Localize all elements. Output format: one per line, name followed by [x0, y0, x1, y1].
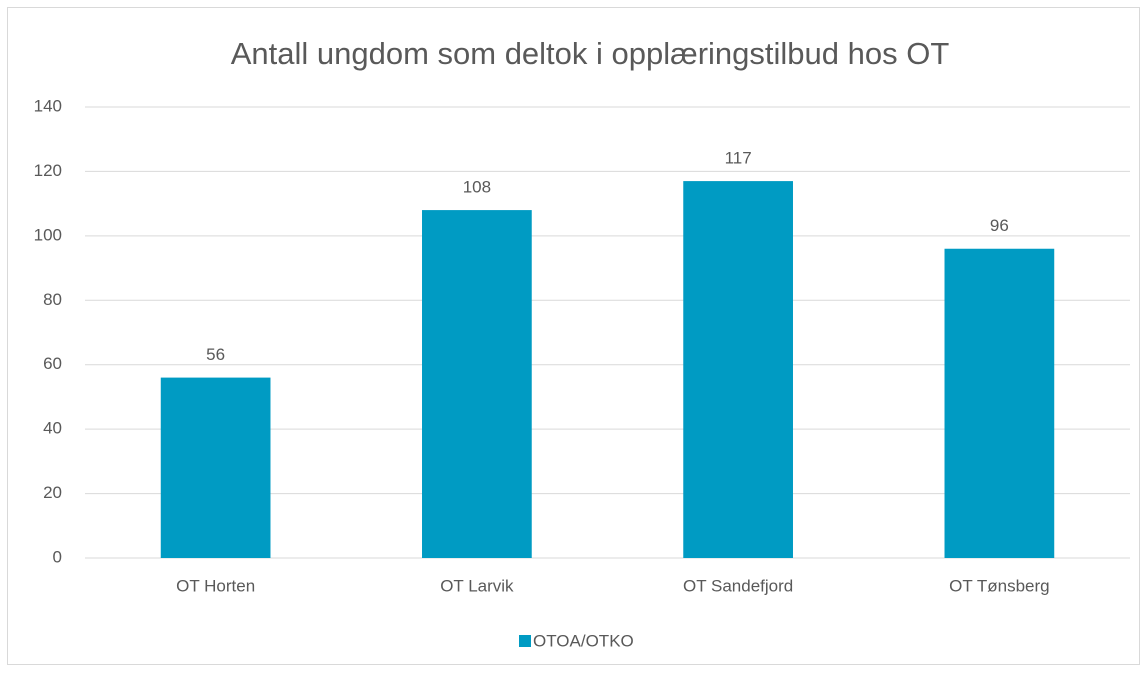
y-tick-label: 100 [34, 225, 62, 244]
legend-label: OTOA/OTKO [533, 631, 634, 650]
data-label: 117 [725, 149, 752, 168]
y-tick-label: 80 [43, 290, 62, 309]
y-tick-label: 120 [34, 161, 62, 180]
y-tick-label: 60 [43, 354, 62, 373]
y-tick-label: 20 [43, 483, 62, 502]
y-tick-label: 40 [43, 419, 62, 438]
bar [160, 377, 271, 558]
legend-swatch [519, 635, 531, 647]
data-label: 96 [990, 216, 1009, 235]
bar [683, 181, 793, 559]
x-tick-label: OT Tønsberg [949, 576, 1049, 595]
x-tick-label: OT Larvik [440, 576, 514, 595]
bar [944, 248, 1055, 558]
bar [422, 210, 532, 559]
y-tick-label: 140 [34, 96, 62, 115]
chart-title: Antall ungdom som deltok i opplæringstil… [231, 36, 950, 71]
data-label: 108 [463, 178, 491, 197]
x-tick-label: OT Sandefjord [683, 576, 793, 595]
data-label: 56 [206, 345, 225, 364]
y-tick-label: 0 [53, 547, 62, 566]
x-tick-label: OT Horten [176, 576, 255, 595]
